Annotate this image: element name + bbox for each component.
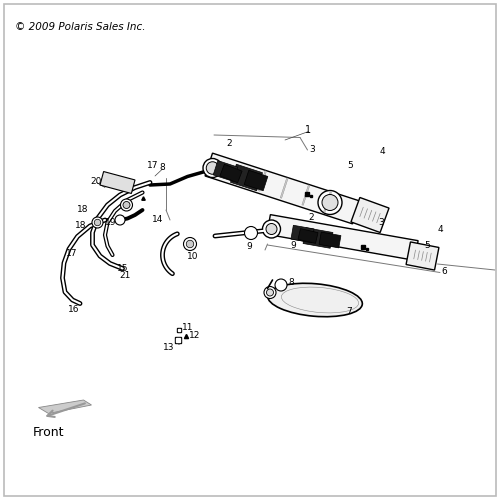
- Bar: [230, 164, 262, 191]
- Text: 8: 8: [160, 163, 166, 172]
- Ellipse shape: [92, 217, 103, 228]
- Text: 10: 10: [187, 252, 198, 261]
- Ellipse shape: [203, 158, 222, 178]
- Text: 19: 19: [105, 218, 117, 227]
- Ellipse shape: [123, 202, 130, 208]
- Bar: [258, 171, 266, 191]
- Ellipse shape: [184, 238, 196, 250]
- Bar: [267, 214, 418, 260]
- Text: 17: 17: [147, 162, 158, 170]
- Text: 3: 3: [378, 218, 384, 227]
- Text: 4: 4: [437, 226, 443, 234]
- Text: 18: 18: [77, 204, 89, 214]
- Text: 2: 2: [226, 140, 232, 148]
- Text: 4: 4: [380, 146, 386, 156]
- Ellipse shape: [322, 194, 338, 210]
- Bar: [324, 192, 332, 212]
- Text: 20: 20: [91, 176, 102, 186]
- Bar: [280, 178, 288, 199]
- Text: 1: 1: [306, 125, 312, 135]
- Text: 17: 17: [66, 249, 77, 258]
- Text: 8: 8: [288, 278, 294, 287]
- Text: 11: 11: [182, 324, 194, 332]
- Polygon shape: [38, 400, 92, 413]
- Bar: [213, 160, 238, 182]
- Text: 9: 9: [246, 242, 252, 251]
- Text: 13: 13: [163, 343, 175, 352]
- Ellipse shape: [268, 284, 362, 316]
- Text: 12: 12: [190, 330, 200, 340]
- Text: Front: Front: [32, 426, 64, 439]
- Bar: [406, 242, 439, 270]
- Text: 3: 3: [310, 146, 316, 154]
- Bar: [351, 198, 389, 232]
- Bar: [319, 232, 341, 248]
- Ellipse shape: [206, 162, 219, 174]
- Text: 5: 5: [347, 160, 353, 170]
- Ellipse shape: [94, 219, 101, 226]
- Text: © 2009 Polaris Sales Inc.: © 2009 Polaris Sales Inc.: [15, 22, 146, 32]
- Ellipse shape: [186, 240, 194, 248]
- Text: 18: 18: [75, 222, 87, 230]
- Bar: [291, 226, 314, 242]
- Ellipse shape: [264, 286, 276, 298]
- Text: 7: 7: [346, 306, 352, 316]
- Bar: [220, 164, 242, 182]
- Bar: [244, 170, 268, 190]
- Bar: [302, 185, 310, 206]
- Text: 14: 14: [152, 214, 164, 224]
- Text: 2: 2: [308, 213, 314, 222]
- Ellipse shape: [115, 215, 125, 225]
- Bar: [100, 172, 135, 194]
- Bar: [303, 228, 333, 248]
- Text: 5: 5: [424, 240, 430, 250]
- Ellipse shape: [262, 220, 280, 238]
- Bar: [298, 228, 318, 244]
- Text: 9: 9: [290, 242, 296, 250]
- Ellipse shape: [266, 289, 274, 296]
- Text: 16: 16: [68, 306, 80, 314]
- Text: 6: 6: [441, 266, 447, 276]
- Ellipse shape: [120, 199, 132, 211]
- Text: 15: 15: [117, 264, 129, 273]
- Ellipse shape: [275, 279, 287, 291]
- Ellipse shape: [266, 224, 277, 234]
- Bar: [205, 153, 360, 224]
- Ellipse shape: [318, 190, 342, 214]
- Text: 21: 21: [120, 270, 130, 280]
- Ellipse shape: [244, 226, 258, 239]
